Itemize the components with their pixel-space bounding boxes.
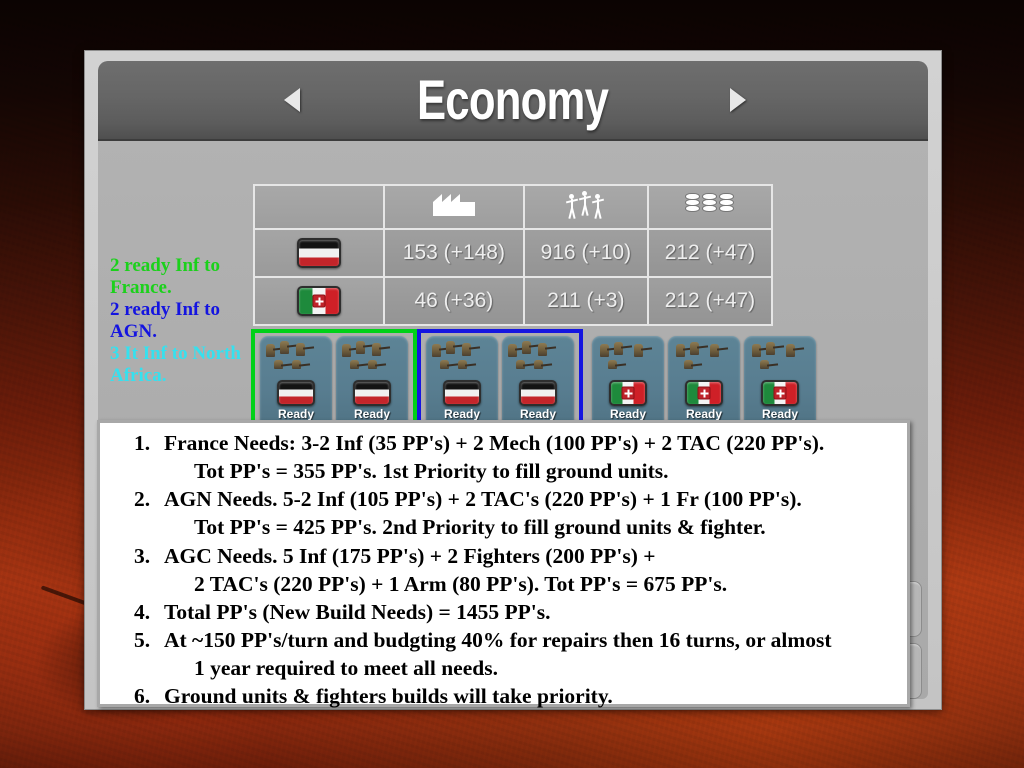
infantry-sprite-icon [428,338,496,378]
coins-icon [684,192,736,217]
unit-group-italy: Ready Ready [583,329,825,439]
list-item-text: At ~150 PP's/turn and budgting 40% for r… [164,626,897,682]
unit-status-label: Ready [353,407,391,421]
list-item-line1: Total PP's (New Build Needs) = 1455 PP's… [164,599,551,624]
unit-flag [353,380,391,406]
unit-card[interactable]: Ready [426,336,498,432]
unit-card[interactable]: Ready [336,336,408,432]
annotation-notes: 2 ready Inf to France. 2 ready Inf to AG… [110,255,245,387]
cell-italy-production: 46 (+36) [383,276,525,326]
list-item-line2: 1 year required to meet all needs. [194,656,498,681]
column-header-money [646,184,774,230]
infantry-sprite-icon [504,338,572,378]
german-flag-icon [297,238,341,268]
page-title: Economy [417,68,609,131]
cell-italy-manpower: 211 (+3) [522,276,649,326]
row-header-italy [253,276,385,326]
list-item-number: 6. [134,684,151,709]
italian-flag-icon [297,286,341,316]
people-icon [562,190,610,219]
list-item-number: 2. [134,487,151,512]
resource-table: 153 (+148) 916 (+10) 212 (+47) 46 (+36) … [253,184,774,326]
unit-flag [761,380,799,406]
list-item-line2: 2 TAC's (220 PP's) + 1 Arm (80 PP's). To… [194,571,728,596]
infantry-sprite-icon [338,338,406,378]
factory-icon [432,193,475,216]
cell-germany-money: 212 (+47) [646,228,774,278]
german-flag-icon [443,380,481,406]
list-item-text: AGC Needs. 5 Inf (175 PP's) + 2 Fighters… [164,542,897,598]
list-item: 5. At ~150 PP's/turn and budgting 40% fo… [134,626,897,682]
infantry-sprite-icon [594,338,662,378]
list-item: 2. AGN Needs. 5-2 Inf (105 PP's) + 2 TAC… [134,485,897,541]
unit-flag [443,380,481,406]
list-item-line1: At ~150 PP's/turn and budgting 40% for r… [164,628,832,653]
unit-status-label: Ready [685,407,723,421]
cell-germany-manpower: 916 (+10) [522,228,649,278]
triangle-left-icon[interactable] [284,88,300,112]
unit-card[interactable]: Ready [260,336,332,432]
list-item-number: 3. [134,543,151,568]
unit-status-label: Ready [277,407,315,421]
column-header-manpower [522,184,649,230]
unit-flag [519,380,557,406]
list-item-text: Total PP's (New Build Needs) = 1455 PP's… [164,598,897,626]
german-flag-icon [277,380,315,406]
infantry-sprite-icon [746,338,814,378]
list-item-line1: AGC Needs. 5 Inf (175 PP's) + 2 Fighters… [164,543,656,568]
list-item-line1: France Needs: 3-2 Inf (35 PP's) + 2 Mech… [164,431,825,455]
unit-card[interactable]: Ready [744,336,816,432]
list-item-text: Ground units & fighters builds will take… [164,682,897,710]
list-item-text: France Needs: 3-2 Inf (35 PP's) + 2 Mech… [164,429,897,485]
list-item-number: 4. [134,599,151,624]
german-flag-icon [519,380,557,406]
table-row: 46 (+36) 211 (+3) 212 (+47) [253,276,774,326]
unit-card[interactable]: Ready [592,336,664,432]
infantry-sprite-icon [262,338,330,378]
list-item-line1: AGN Needs. 5-2 Inf (105 PP's) + 2 TAC's … [164,487,802,512]
unit-status-label: Ready [609,407,647,421]
row-header-germany [253,228,385,278]
italian-flag-icon [609,380,647,406]
list-item: 3. AGC Needs. 5 Inf (175 PP's) + 2 Fight… [134,542,897,598]
unit-status-label: Ready [761,407,799,421]
unit-status-label: Ready [519,407,557,421]
list-item-number: 1. [134,431,151,455]
list-item-line2: Tot PP's = 355 PP's. 1st Priority to fil… [194,459,669,484]
italian-flag-icon [685,380,723,406]
column-header-production [383,184,525,230]
list-item: 6. Ground units & fighters builds will t… [134,682,897,710]
list-item: 4. Total PP's (New Build Needs) = 1455 P… [134,598,897,626]
unit-card[interactable]: Ready [502,336,574,432]
notes-list: 1. France Needs: 3-2 Inf (35 PP's) + 2 M… [134,429,897,711]
list-item: 1. France Needs: 3-2 Inf (35 PP's) + 2 M… [134,429,897,485]
notes-overlay-box: 1. France Needs: 3-2 Inf (35 PP's) + 2 M… [97,420,910,708]
annotation-north-africa: 3 It Inf to North Africa. [110,343,241,387]
unit-card[interactable]: Ready [668,336,740,432]
list-item-line2: Tot PP's = 425 PP's. 2nd Priority to fil… [194,515,766,540]
list-item-number: 5. [134,628,151,653]
triangle-right-icon[interactable] [730,88,746,112]
cell-italy-money: 212 (+47) [646,276,774,326]
list-item-text: AGN Needs. 5-2 Inf (105 PP's) + 2 TAC's … [164,485,897,541]
unit-flag [685,380,723,406]
cell-germany-production: 153 (+148) [383,228,525,278]
annotation-france: 2 ready Inf to France. [110,255,220,299]
unit-status-label: Ready [443,407,481,421]
list-item-line1: Ground units & fighters builds will take… [164,684,613,709]
table-header-row [253,184,774,230]
table-row: 153 (+148) 916 (+10) 212 (+47) [253,228,774,278]
annotation-agn: 2 ready Inf to AGN. [110,299,220,343]
italian-flag-icon [761,380,799,406]
table-corner-cell [253,184,385,230]
german-flag-icon [353,380,391,406]
unit-flag [609,380,647,406]
ready-units-row: Ready Ready [251,329,825,439]
infantry-sprite-icon [670,338,738,378]
unit-flag [277,380,315,406]
panel-titlebar: Economy [98,61,928,141]
